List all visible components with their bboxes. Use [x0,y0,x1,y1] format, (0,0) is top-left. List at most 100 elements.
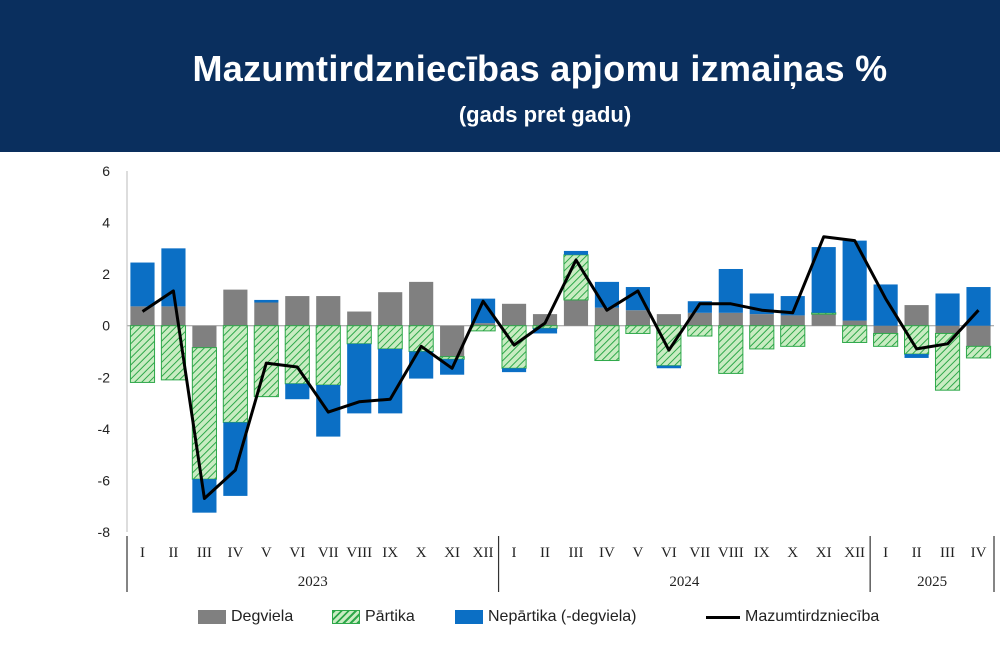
bar-nonfood [904,354,929,358]
bar-fuel [873,325,898,334]
x-tick-label: IV [599,545,615,561]
x-tick-label: I [140,545,145,561]
legend-item-fuel: Degviela [198,604,293,630]
bar-nonfood [873,284,898,326]
x-tick-label: VI [289,545,305,561]
bar-fuel [780,315,805,326]
bar-food [965,345,992,359]
x-tick-label: VII [689,545,710,561]
bar-food [439,356,465,360]
bar-fuel [718,312,743,326]
bar-food [346,325,372,345]
bar-nonfood [563,250,589,255]
line-retail [141,235,980,500]
bar-food [253,325,279,398]
bar-food [687,325,713,337]
bar-nonfood [378,348,403,414]
y-tick-label: -4 [98,421,111,437]
bar-fuel [749,314,774,326]
bar-fuel [656,314,681,326]
bar-food [222,325,248,423]
legend-item-retail: Mazumtirdzniecība [706,604,879,630]
bar-food [718,325,744,374]
bar-fuel [192,325,217,348]
x-tick-label: IX [382,545,398,561]
bar-nonfood [409,351,434,379]
bar-nonfood [285,383,310,400]
legend-swatch-retail [706,615,740,619]
y-tick-label: 0 [102,318,110,334]
bar-fuel [223,289,248,326]
x-tick-label: I [512,545,517,561]
legend: Degviela Pārtika Nepārtika (-degviela) M… [0,604,1000,630]
bar-fuel [254,302,279,326]
legend-label-nonfood: Nepārtika (-degviela) [488,608,637,625]
bar-food [625,325,651,334]
x-tick-label: VIII [718,545,744,561]
bar-fuel [347,311,372,326]
bar-fuel [409,281,434,326]
x-tick-label: II [912,545,922,561]
x-tick-label: XI [816,545,832,561]
x-tick-label: III [940,545,955,561]
x-tick-label: II [540,545,550,561]
bar-fuel [501,303,527,326]
bar-fuel [378,292,403,326]
bar-fuel [471,323,496,326]
chart-subtitle: (gads pret gadu) [458,102,632,127]
legend-label-fuel: Degviela [231,608,294,625]
y-tick-label: 6 [102,163,110,179]
bar-food [842,325,868,343]
x-tick-label: XII [473,545,494,561]
bar-food [129,325,156,383]
legend-label-retail: Mazumtirdzniecība [745,608,880,625]
x-tick-label: IV [227,545,243,561]
year-label: 2024 [669,574,700,590]
bar-food [315,325,341,386]
y-tick-label: 2 [102,266,110,282]
bar-fuel [687,312,712,326]
bar-nonfood [223,422,248,496]
x-tick-label: VI [661,545,677,561]
header-banner: Mazumtirdzniecības apjomu izmaiņas % (ga… [0,0,1000,152]
bar-food [873,332,899,347]
bar-fuel [935,325,960,334]
bar-food [811,312,837,315]
x-tick-label: I [883,545,888,561]
bar-fuel [811,314,836,326]
bar-nonfood [130,262,155,307]
bar-food [780,325,806,347]
bar-fuel [161,306,186,326]
y-tick-label: -6 [98,472,111,488]
year-label: 2023 [298,574,328,590]
y-tick-label: -2 [98,369,111,385]
bar-nonfood [532,328,558,334]
chart-title: Mazumtirdzniecības apjomu izmaiņas % [192,48,888,89]
y-tick-label: 4 [102,215,110,231]
bar-fuel [842,320,867,326]
x-tick-label: V [261,545,272,561]
legend-label-food: Pārtika [365,608,415,625]
bar-food [470,325,496,332]
y-tick-label: -8 [98,524,111,540]
bar-fuel [625,310,650,326]
x-tick-label: X [787,545,798,561]
x-tick-label: II [168,545,178,561]
x-tick-label: XI [444,545,460,561]
bar-nonfood [935,293,960,326]
year-label: 2025 [917,574,947,590]
bar-food [191,347,217,480]
bar-nonfood [254,299,279,303]
bar-fuel [285,296,310,326]
legend-swatch-food [332,610,360,624]
legend-swatch-fuel [198,610,226,624]
x-tick-label: VII [318,545,339,561]
legend-item-nonfood: Nepārtika (-degviela) [455,604,637,630]
x-tick-label: VIII [346,545,372,561]
bar-fuel [966,325,991,347]
bar-food [749,325,775,350]
x-tick-label: III [568,545,583,561]
bar-nonfood [687,301,712,313]
bar-fuel [563,299,589,326]
x-tick-label: III [197,545,212,561]
